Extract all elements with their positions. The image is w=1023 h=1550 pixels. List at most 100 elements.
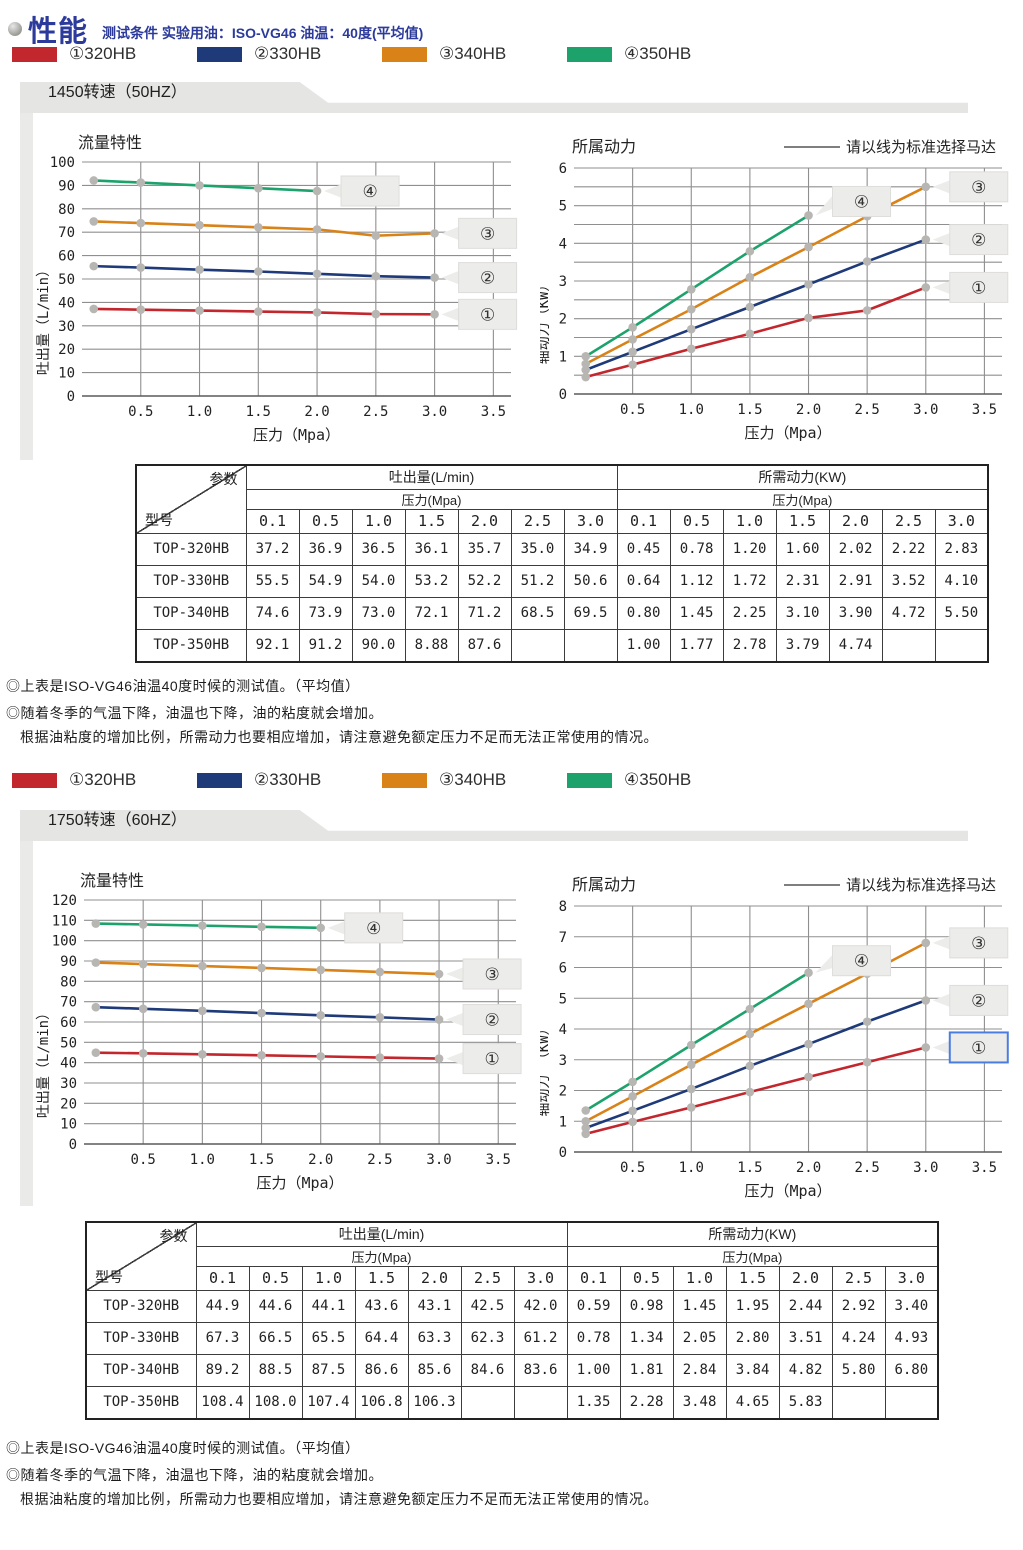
power-chart-50hz: 0.5 1.0 1.5 2.0 2.5 3.0 3.5 0 1 2 3 4 5 6 所属动力 请以线为标准选择… — [536, 126, 1023, 456]
data-point — [89, 304, 99, 314]
data-point — [136, 305, 146, 314]
data-point — [316, 1052, 326, 1061]
x-tick-label: 3.5 — [486, 1152, 511, 1168]
data-point — [195, 220, 204, 230]
y-tick-label: 4 — [559, 1022, 567, 1038]
pressure-value-header: 1.5 — [354, 1265, 409, 1291]
legend-label: ④350HB — [624, 770, 692, 789]
callout-tail — [932, 232, 951, 247]
data-point — [375, 1013, 385, 1022]
x-tick-label: 1.0 — [190, 1152, 215, 1168]
value-cell: 44.1 — [301, 1289, 356, 1323]
note-line: ◎随着冬季的气温下降，油温也下降，油的粘度就会增加。 — [6, 1467, 383, 1483]
data-point — [254, 183, 263, 193]
pressure-value-header: 1.5 — [775, 508, 830, 534]
value-cell: 4.93 — [884, 1321, 939, 1355]
value-cell: 84.6 — [460, 1353, 515, 1387]
callout-tail — [815, 194, 834, 216]
callout-③-340HB: ③ — [932, 171, 1009, 203]
legend-item: ②330HB — [197, 770, 354, 790]
data-point — [375, 967, 385, 977]
section-edge-strip — [20, 841, 33, 1206]
callout-tail — [441, 226, 460, 241]
data-point — [254, 222, 263, 232]
data-point — [198, 1050, 207, 1059]
data-point — [862, 306, 872, 315]
value-cell: 2.92 — [831, 1289, 886, 1323]
note-line: ◎随着冬季的气温下降，油温也下降，油的粘度就会增加。 — [6, 705, 383, 721]
data-point — [371, 231, 381, 241]
table-row-TOP-340HB: TOP-340HB 89.2 88.5 87.5 86.6 85.6 84.6 83.6 1.0… — [85, 1353, 939, 1387]
pressure-value-header: 2.0 — [407, 1265, 462, 1291]
data-point — [434, 1054, 444, 1063]
y-tick-label: 30 — [58, 319, 75, 335]
value-cell: 3.10 — [775, 596, 830, 630]
value-cell: 108.0 — [248, 1385, 303, 1419]
value-cell: 52.2 — [457, 564, 512, 598]
y-tick-label: 90 — [60, 954, 77, 970]
callout-②-330HB: ② — [446, 1004, 522, 1036]
legend-label: ①320HB — [69, 44, 137, 63]
value-cell: 4.65 — [725, 1385, 780, 1419]
model-cell: TOP-350HB — [85, 1385, 197, 1419]
y-tick-label: 5 — [559, 199, 567, 215]
data-point — [804, 999, 813, 1009]
value-cell: 2.84 — [672, 1353, 727, 1387]
flow-50hz-svg: 0.5 1.0 1.5 2.0 2.5 3.0 3.5 0 10 20 30 40 50 60 70 80 90… — [36, 134, 518, 444]
data-point — [89, 176, 99, 185]
callout-tail — [446, 1012, 465, 1027]
y-tick-label: 1 — [559, 1114, 567, 1130]
y-tick-label: 7 — [559, 930, 567, 946]
callout-box — [949, 271, 1009, 303]
callout-①-320HB[interactable]: ① — [932, 1031, 1009, 1064]
data-point — [745, 1087, 755, 1097]
x-tick-label: 2.0 — [304, 404, 329, 420]
value-cell: 3.52 — [881, 564, 936, 598]
power-60hz-svg: 0.5 1.0 1.5 2.0 2.5 3.0 3.5 0 1 2 3 4 5 6 7 8 所属动力 请以线为标准… — [536, 876, 1009, 1200]
value-cell: 36.5 — [351, 532, 406, 566]
pressure-value-header: 0.5 — [669, 508, 724, 534]
data-point — [430, 310, 439, 319]
value-cell: 73.0 — [351, 596, 406, 630]
value-cell: 4.24 — [831, 1321, 886, 1355]
callout-box — [949, 224, 1009, 256]
value-cell: 0.98 — [619, 1289, 674, 1323]
corner-cell: 参数 型号 — [85, 1221, 197, 1291]
callout-②-330HB: ② — [932, 224, 1009, 256]
callout-number: ② — [971, 991, 986, 1011]
data-point — [91, 919, 101, 928]
x-tick-label: 2.5 — [367, 1152, 392, 1168]
callout-box — [949, 984, 1009, 1016]
data-point — [921, 235, 931, 244]
data-point — [921, 938, 931, 948]
value-cell: 90.0 — [351, 628, 406, 662]
data-point — [581, 1123, 591, 1133]
value-cell: 1.20 — [722, 532, 777, 566]
y-tick-label: 30 — [60, 1076, 77, 1092]
data-point — [257, 922, 266, 932]
chart-title: 流量特性 — [80, 872, 144, 890]
value-cell: 3.51 — [778, 1321, 833, 1355]
note-line: ◎上表是ISO-VG46油温40度时候的测试值。（平均值） — [6, 1440, 360, 1456]
value-cell: 88.5 — [248, 1353, 303, 1387]
model-cell: TOP-320HB — [135, 532, 247, 566]
value-cell: 69.5 — [563, 596, 618, 630]
value-cell: 1.00 — [566, 1353, 621, 1387]
data-point — [138, 920, 148, 929]
spec-table: 参数 型号 吐出量(L/min) 所需动力(KW) 压力(Mpa) 压力(Mpa) 0.1 0… — [135, 464, 990, 663]
legend-label: ②330HB — [254, 770, 322, 789]
y-tick-label: 2 — [559, 1084, 567, 1100]
value-cell: 85.6 — [407, 1353, 462, 1387]
table-row-TOP-330HB: TOP-330HB 67.3 66.5 65.5 64.4 63.3 62.3 61.2 0.7… — [85, 1321, 939, 1355]
x-tick-label: 1.0 — [187, 404, 212, 420]
value-cell: 34.9 — [563, 532, 618, 566]
legend-swatch — [382, 46, 427, 62]
pressure-subheader: 压力(Mpa) — [616, 488, 989, 510]
data-point — [628, 347, 637, 357]
legend-swatch — [197, 46, 242, 62]
data-point — [195, 181, 204, 190]
power-50hz-svg: 0.5 1.0 1.5 2.0 2.5 3.0 3.5 0 1 2 3 4 5 6 所属动力 请以线为标准选择… — [536, 138, 1009, 442]
callout-number: ② — [484, 1011, 499, 1031]
y-tick-label: 8 — [559, 899, 567, 915]
performance-table-50hz: 参数 型号 吐出量(L/min) 所需动力(KW) 压力(Mpa) 压力(Mpa) 0.1 0… — [135, 464, 990, 663]
